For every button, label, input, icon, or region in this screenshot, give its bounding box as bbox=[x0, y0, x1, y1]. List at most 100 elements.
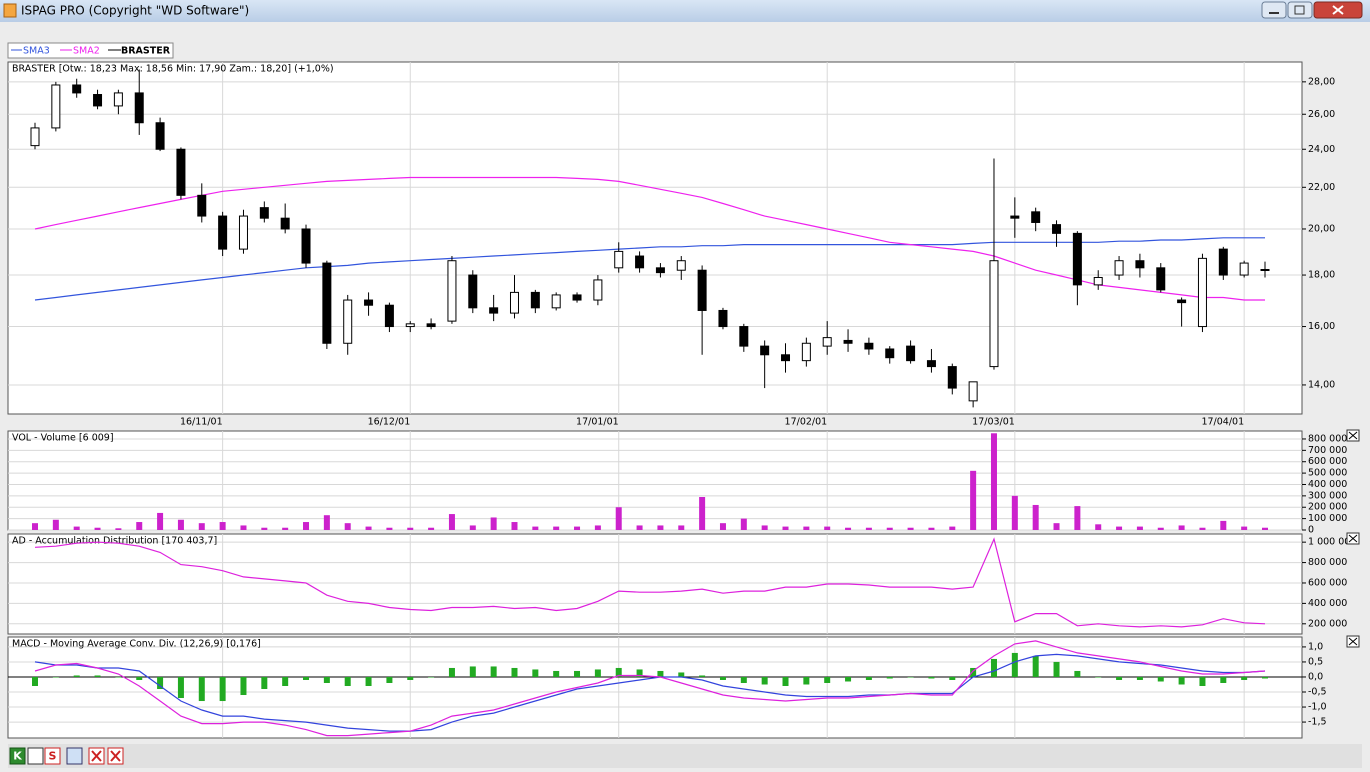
candle-body bbox=[676, 260, 686, 271]
bar bbox=[1053, 523, 1060, 530]
y-tick-label: 400 000 bbox=[1308, 598, 1347, 609]
candle-body bbox=[197, 194, 207, 217]
panel bbox=[7, 533, 1303, 635]
candle-body bbox=[1114, 260, 1124, 276]
candle-body bbox=[72, 84, 82, 94]
candle-body bbox=[51, 84, 61, 129]
candle-body bbox=[655, 267, 665, 274]
bar bbox=[177, 519, 184, 530]
bar bbox=[782, 526, 789, 530]
candle-body bbox=[509, 291, 519, 314]
candle-body bbox=[1031, 211, 1041, 223]
bar bbox=[198, 523, 205, 530]
bar bbox=[657, 525, 664, 530]
candle-body bbox=[530, 291, 540, 309]
candle-body bbox=[322, 262, 332, 344]
candle-body bbox=[1135, 260, 1145, 269]
bar bbox=[94, 527, 101, 530]
bar bbox=[1178, 676, 1185, 685]
bar bbox=[782, 676, 789, 686]
bar bbox=[532, 526, 539, 530]
y-tick-label: 700 000 bbox=[1308, 445, 1347, 456]
candle-body bbox=[968, 381, 978, 402]
bar bbox=[1095, 524, 1102, 530]
panel bbox=[7, 61, 1303, 415]
bar bbox=[970, 667, 977, 677]
restore-icon bbox=[1294, 5, 1305, 15]
bar bbox=[824, 526, 831, 530]
toolbar-label: S bbox=[49, 750, 57, 763]
bar bbox=[1116, 676, 1123, 680]
bar bbox=[740, 518, 747, 530]
bar bbox=[1199, 676, 1206, 686]
bar bbox=[1095, 676, 1102, 678]
candle-body bbox=[280, 217, 290, 230]
bar bbox=[198, 676, 205, 702]
toolbar-button[interactable] bbox=[27, 747, 44, 765]
candle-body bbox=[1197, 257, 1207, 328]
candle-body bbox=[572, 294, 582, 301]
toolbar-button[interactable] bbox=[44, 747, 61, 765]
legend-entry: SMA2 bbox=[73, 46, 100, 57]
bar bbox=[553, 526, 560, 530]
toolbar-button[interactable] bbox=[66, 747, 83, 765]
bar bbox=[1241, 676, 1248, 680]
y-tick-label: 0,0 bbox=[1308, 671, 1323, 682]
bar bbox=[678, 525, 685, 530]
candle-body bbox=[614, 250, 624, 269]
bar bbox=[448, 667, 455, 677]
bar bbox=[886, 676, 893, 679]
bar bbox=[574, 670, 581, 677]
bar bbox=[761, 676, 768, 685]
bar bbox=[469, 666, 476, 677]
minimize-button[interactable] bbox=[1261, 1, 1287, 19]
toolbar-button[interactable] bbox=[9, 747, 26, 765]
panel-close-icon bbox=[1348, 534, 1358, 543]
y-tick-label: 300 000 bbox=[1308, 490, 1347, 501]
bar bbox=[594, 669, 601, 677]
candle-body bbox=[843, 339, 853, 344]
candle-body bbox=[822, 337, 832, 347]
toolbar-icon bbox=[110, 750, 121, 762]
bar bbox=[740, 676, 747, 683]
toolbar bbox=[8, 744, 1362, 768]
bar bbox=[636, 669, 643, 677]
bar bbox=[553, 670, 560, 677]
bar bbox=[824, 676, 831, 683]
bar bbox=[344, 676, 351, 686]
bar bbox=[615, 667, 622, 677]
candle-body bbox=[155, 122, 165, 150]
y-tick-label: 200 000 bbox=[1308, 618, 1347, 629]
bar bbox=[177, 676, 184, 699]
bar bbox=[115, 676, 122, 678]
bar bbox=[1220, 676, 1227, 683]
toolbar-icon bbox=[91, 750, 102, 762]
bar bbox=[157, 676, 164, 690]
candle-body bbox=[1177, 299, 1187, 304]
bar bbox=[1053, 661, 1060, 677]
restore-button[interactable] bbox=[1287, 1, 1313, 19]
candle-body bbox=[113, 92, 123, 107]
bar bbox=[574, 526, 581, 530]
y-tick-label: 600 000 bbox=[1308, 577, 1347, 588]
bar bbox=[928, 527, 935, 530]
bar bbox=[511, 667, 518, 677]
bar bbox=[407, 527, 414, 530]
bar bbox=[803, 676, 810, 685]
candle-body bbox=[885, 348, 895, 359]
bar bbox=[1011, 652, 1018, 677]
y-tick-label: 500 000 bbox=[1308, 468, 1347, 479]
bar bbox=[699, 497, 706, 530]
y-tick-label: 18,00 bbox=[1308, 270, 1335, 281]
y-tick-label: 16,00 bbox=[1308, 321, 1335, 332]
x-tick-label: 17/02/01 bbox=[785, 417, 828, 428]
bar bbox=[282, 676, 289, 686]
bar bbox=[636, 525, 643, 530]
app-icon bbox=[3, 3, 17, 18]
bar bbox=[949, 526, 956, 530]
close-icon bbox=[1332, 5, 1344, 15]
y-tick-label: 24,00 bbox=[1308, 144, 1335, 155]
bar bbox=[490, 517, 497, 530]
bar bbox=[990, 433, 997, 530]
y-tick-label: 22,00 bbox=[1308, 182, 1335, 193]
